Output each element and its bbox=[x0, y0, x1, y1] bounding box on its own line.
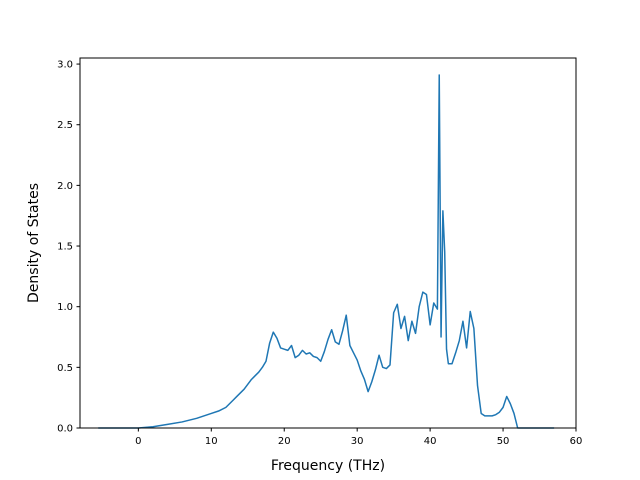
dos-line-0 bbox=[98, 74, 555, 429]
y-tick-label: 3.0 bbox=[57, 60, 73, 71]
axis-ticks: 0 10 20 30 40 50 60 0.0 0.5 1.0 1.5 2.0 2.5 3.0 bbox=[57, 60, 582, 447]
x-tick-label: 40 bbox=[424, 436, 437, 447]
x-tick-label: 20 bbox=[278, 436, 291, 447]
y-tick-label: 0.0 bbox=[57, 424, 73, 435]
x-tick-label: 60 bbox=[570, 436, 583, 447]
x-tick-label: 0 bbox=[135, 436, 141, 447]
y-tick-label: 2.5 bbox=[57, 120, 73, 131]
axes-frame bbox=[79, 57, 577, 429]
x-tick-label: 50 bbox=[497, 436, 510, 447]
plot-area bbox=[98, 74, 555, 429]
x-tick-label: 10 bbox=[205, 436, 218, 447]
y-tick-label: 1.0 bbox=[57, 302, 73, 313]
y-axis-label: Density of States bbox=[26, 183, 42, 303]
y-tick-label: 1.5 bbox=[57, 242, 73, 253]
x-axis-label: Frequency (THz) bbox=[271, 458, 385, 474]
y-tick-label: 0.5 bbox=[57, 363, 73, 374]
y-tick-label: 2.0 bbox=[57, 181, 73, 192]
x-tick-label: 30 bbox=[351, 436, 364, 447]
